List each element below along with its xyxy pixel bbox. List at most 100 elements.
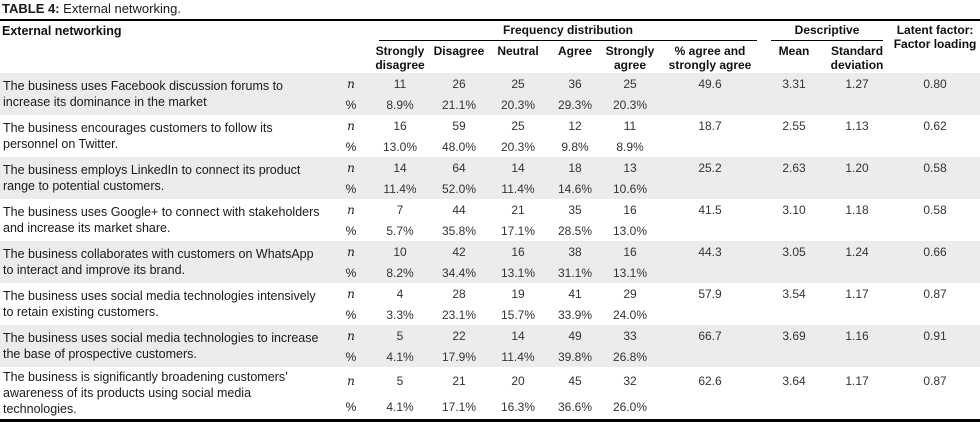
n-value-neutral: 25 [511, 118, 525, 133]
mean-value: 3.10 [782, 202, 806, 217]
agree-pct-value: 25.2 [698, 160, 722, 175]
row-symbol-pct: % [345, 265, 357, 280]
table-row-group: The business collaborates with customers… [0, 241, 980, 284]
factor-loading-value: 0.58 [923, 160, 947, 175]
empty-cell [656, 394, 764, 421]
row-symbol-pct: % [345, 139, 357, 154]
n-row: The business collaborates with customers… [0, 241, 980, 278]
agree-pct-value: 62.6 [698, 373, 722, 388]
n-value-neutral: 14 [511, 160, 525, 175]
empty-cell [890, 178, 980, 199]
row-symbol-pct: % [345, 97, 357, 112]
pct-value-neutral: 20.3% [500, 97, 536, 112]
item-text: The business is significantly broadening… [3, 370, 288, 417]
n-value-agree: 35 [568, 202, 582, 217]
n-value-strongly-disagree: 16 [393, 118, 407, 133]
pct-value-strongly-disagree: 11.4% [383, 181, 417, 196]
empty-cell [824, 178, 890, 199]
pct-value-strongly-agree: 13.1% [612, 265, 648, 280]
empty-cell [764, 346, 824, 367]
row-symbol-n: n [347, 76, 355, 91]
factor-loading-value: 0.80 [923, 76, 947, 91]
empty-cell [824, 220, 890, 241]
pct-row: % 4.1% 17.1% 16.3% 36.6% 26.0% [0, 394, 980, 421]
pct-value-agree: 14.6% [557, 181, 593, 196]
row-symbol-n: n [347, 328, 355, 343]
n-value-neutral: 19 [511, 286, 525, 301]
n-value-agree: 18 [568, 160, 582, 175]
column-header-standard-deviation: Standard deviation [830, 43, 884, 72]
empty-cell [656, 304, 764, 325]
mean-value: 3.54 [782, 286, 806, 301]
pct-row: % 13.0% 48.0% 20.3% 9.8% 8.9% [0, 136, 980, 157]
factor-loading-value: 0.91 [923, 328, 947, 343]
n-value-strongly-agree: 16 [623, 202, 637, 217]
column-header-agree: Agree [557, 43, 592, 58]
pct-value-strongly-disagree: 4.1% [386, 349, 414, 364]
n-row: The business uses social media technolog… [0, 325, 980, 362]
pct-value-strongly-agree: 20.3% [612, 97, 648, 112]
empty-cell [890, 394, 980, 421]
n-row: The business uses Google+ to connect wit… [0, 199, 980, 236]
empty-cell [656, 262, 764, 283]
pct-value-agree: 28.5% [557, 223, 593, 238]
empty-cell [824, 136, 890, 157]
item-text: The business collaborates with customers… [3, 247, 314, 278]
row-symbol-n: n [347, 373, 355, 388]
n-value-neutral: 14 [511, 328, 525, 343]
pct-value-neutral: 11.4% [501, 181, 535, 196]
pct-value-strongly-agree: 24.0% [612, 307, 648, 322]
n-value-strongly-agree: 13 [623, 160, 637, 175]
empty-cell [890, 220, 980, 241]
pct-value-agree: 29.3% [557, 97, 593, 112]
n-value-disagree: 26 [452, 76, 466, 91]
sd-value: 1.24 [845, 244, 869, 259]
n-value-disagree: 22 [452, 328, 466, 343]
pct-value-disagree: 34.4% [441, 265, 477, 280]
item-text: The business uses Facebook discussion fo… [3, 79, 283, 110]
n-value-neutral: 16 [511, 244, 525, 259]
pct-value-strongly-disagree: 8.2% [386, 265, 414, 280]
n-value-disagree: 64 [452, 160, 466, 175]
empty-cell [890, 262, 980, 283]
n-value-agree: 36 [568, 76, 582, 91]
pct-row: % 3.3% 23.1% 15.7% 33.9% 24.0% [0, 304, 980, 325]
n-value-strongly-disagree: 5 [396, 328, 404, 343]
pct-value-disagree: 23.1% [441, 307, 477, 322]
empty-cell [824, 262, 890, 283]
row-symbol-n: n [347, 202, 355, 217]
mean-value: 3.69 [782, 328, 806, 343]
empty-cell [890, 304, 980, 325]
pct-value-strongly-disagree: 4.1% [386, 399, 414, 414]
n-value-strongly-disagree: 5 [396, 373, 404, 388]
row-symbol-pct: % [345, 349, 357, 364]
empty-cell [764, 220, 824, 241]
pct-value-strongly-agree: 10.6% [612, 181, 648, 196]
agree-pct-value: 18.7 [698, 118, 722, 133]
sd-value: 1.13 [845, 118, 869, 133]
sd-value: 1.18 [845, 202, 869, 217]
n-value-strongly-disagree: 7 [396, 202, 404, 217]
n-value-agree: 49 [568, 328, 582, 343]
n-value-disagree: 42 [452, 244, 466, 259]
sd-value: 1.17 [845, 286, 869, 301]
row-symbol-pct: % [345, 307, 357, 322]
n-value-strongly-agree: 11 [623, 118, 637, 133]
empty-cell [656, 346, 764, 367]
pct-value-agree: 9.8% [561, 139, 589, 154]
empty-cell [764, 94, 824, 115]
item-text: The business encourages customers to fol… [3, 121, 273, 152]
factor-loading-value: 0.62 [923, 118, 947, 133]
table-row-group: The business uses social media technolog… [0, 325, 980, 368]
column-header-pct-agree: % agree and strongly agree [668, 43, 752, 72]
n-value-disagree: 28 [452, 286, 466, 301]
column-header-disagree: Disagree [433, 43, 485, 58]
row-symbol-n: n [347, 118, 355, 133]
mean-value: 2.55 [782, 118, 806, 133]
sd-value: 1.17 [845, 373, 869, 388]
n-value-agree: 38 [568, 244, 582, 259]
column-header-strongly-agree: Strongly agree [605, 43, 655, 72]
pct-value-neutral: 17.1% [500, 223, 536, 238]
table-row-group: The business encourages customers to fol… [0, 115, 980, 157]
n-value-agree: 41 [568, 286, 582, 301]
